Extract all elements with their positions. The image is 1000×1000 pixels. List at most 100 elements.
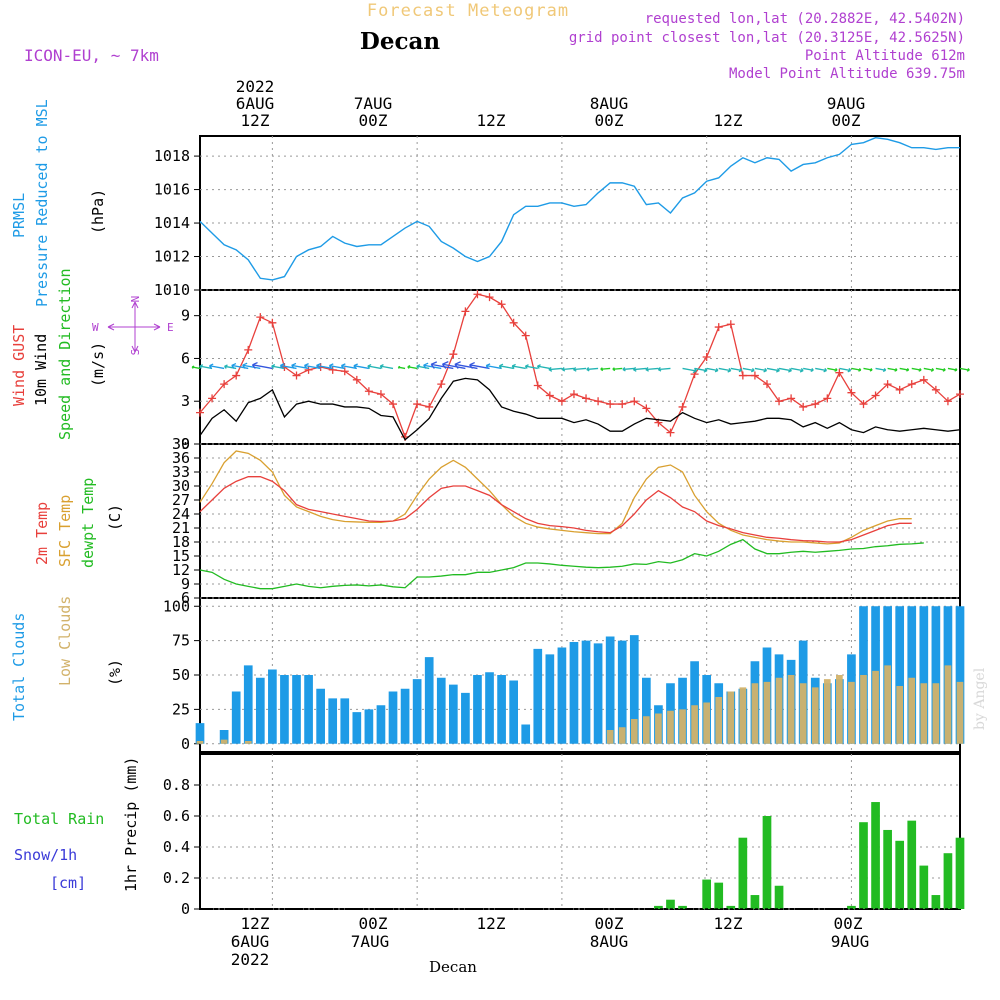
- top-hour-00z-8aug: 00Z: [595, 111, 624, 130]
- total-cloud-bar: [412, 679, 422, 744]
- wind-direction-arrow: [778, 367, 792, 373]
- total-cloud-bar: [364, 709, 374, 744]
- top-hour-12z-6aug: 12Z: [241, 111, 270, 130]
- y-tick-label: 0.6: [163, 807, 190, 825]
- gust-marker: [473, 290, 482, 299]
- y-tick-label: 39: [172, 435, 190, 453]
- gust-marker: [304, 365, 313, 374]
- wind-direction-arrow: [899, 367, 910, 372]
- gust-label: Wind GUST: [10, 325, 28, 406]
- y-tick-label: 1014: [154, 214, 190, 232]
- wind-direction-arrow: [706, 367, 719, 373]
- dewpt-label: dewpt Temp: [79, 478, 97, 568]
- bottom-date-6aug: 6AUG: [231, 932, 270, 951]
- y-tick-label: 25: [172, 700, 190, 718]
- compass-rose: W E N S: [92, 296, 174, 356]
- total-cloud-bar: [268, 669, 277, 744]
- wind-direction-arrow: [959, 367, 970, 372]
- wind-direction-arrow: [730, 367, 743, 373]
- gust-marker: [569, 390, 578, 399]
- bottom-date-7aug: 7AUG: [351, 932, 390, 951]
- gust-marker: [919, 375, 928, 384]
- gust-marker: [533, 381, 542, 390]
- gust-marker: [811, 400, 820, 409]
- total-cloud-bar: [340, 698, 350, 744]
- low-cloud-bar: [908, 677, 916, 744]
- low-cloud-bar: [932, 683, 940, 744]
- wind-direction-arrow: [790, 367, 804, 373]
- rain-bar: [762, 816, 772, 909]
- gust-marker: [196, 408, 204, 417]
- y-tick-label: 33: [172, 463, 190, 481]
- bottom-hour-00z-9aug: 00Z: [834, 914, 863, 933]
- bottom-date-9aug: 9AUG: [831, 932, 870, 951]
- total-cloud-bar: [424, 657, 434, 744]
- rain-bar: [678, 905, 687, 909]
- low-cloud-bar: [836, 675, 843, 744]
- y-tick-label: 0.2: [163, 869, 190, 887]
- gust-marker: [461, 307, 470, 316]
- total-cloud-bar: [557, 647, 567, 744]
- wind-direction-arrow: [548, 366, 562, 372]
- y-tick-label: 36: [172, 449, 190, 467]
- total-clouds-label: Total Clouds: [10, 613, 28, 721]
- wind-direction-arrow: [454, 361, 478, 370]
- total-cloud-bar: [955, 606, 965, 744]
- y-tick-label: 6: [181, 349, 190, 367]
- rain-bar: [955, 837, 965, 909]
- low-cloud-bar: [727, 691, 735, 744]
- wind-direction-arrow: [328, 363, 345, 370]
- wind-direction-arrow: [367, 363, 382, 370]
- total-cloud-bar: [617, 640, 627, 744]
- wind-direction-arrow: [572, 366, 587, 372]
- footer-location: Decan: [429, 958, 477, 976]
- low-cloud-bar: [787, 675, 795, 744]
- total-cloud-bar: [895, 606, 905, 744]
- wind-direction-arrow: [632, 366, 647, 372]
- gust-marker: [352, 375, 361, 384]
- gust-marker: [642, 404, 651, 413]
- rain-bar: [774, 885, 784, 909]
- low-cloud-bar: [244, 741, 252, 744]
- rain-label: Total Rain: [14, 810, 104, 828]
- gust-marker: [606, 400, 615, 409]
- top-hour-00z-9aug: 00Z: [832, 111, 861, 130]
- sfc-temp-label: SFC Temp: [56, 495, 74, 567]
- wind-direction-arrow: [911, 367, 922, 372]
- direction-label: Speed and Direction: [56, 268, 74, 440]
- gust-marker: [630, 397, 639, 406]
- panel-frame-pressure: [199, 135, 961, 291]
- y-tick-label: 21: [172, 519, 190, 537]
- low-cloud-bar: [703, 702, 711, 744]
- y-tick-label: 12: [172, 561, 190, 579]
- low-cloud-bar: [872, 670, 879, 744]
- wind-direction-arrow: [561, 367, 575, 372]
- wind-direction-arrow: [827, 367, 838, 372]
- wind-direction-arrow: [416, 364, 430, 370]
- y-tick-label: 15: [172, 547, 190, 565]
- bottom-hour-12z-8aug: 12Z: [714, 914, 743, 933]
- wind-direction-arrow: [407, 365, 418, 370]
- total-cloud-bar: [231, 691, 241, 744]
- location-title: Decan: [360, 28, 440, 55]
- wind-direction-arrow: [682, 367, 697, 374]
- y-tick-label: 1016: [154, 181, 190, 199]
- wind-direction-arrow: [645, 366, 659, 372]
- rain-bar: [883, 829, 892, 909]
- wind-direction-arrow: [923, 367, 935, 372]
- dewpt-line: [199, 538, 924, 590]
- top-date-6aug: 6AUG: [236, 94, 275, 113]
- wind-direction-arrow: [430, 361, 454, 370]
- total-cloud-bar: [485, 672, 494, 744]
- temp-unit: (C): [106, 504, 124, 531]
- model-label: ICON-EU, ~ 7km: [24, 46, 159, 65]
- wind-direction-arrow: [803, 367, 814, 373]
- wind-direction-arrow: [498, 363, 514, 370]
- total-cloud-bar: [509, 680, 518, 744]
- total-cloud-bar: [690, 661, 699, 744]
- bottom-date-8aug: 8AUG: [590, 932, 629, 951]
- gust-marker: [799, 402, 808, 411]
- panel-frame-precip: [199, 753, 961, 910]
- bottom-hour-12z-7aug: 12Z: [477, 914, 506, 933]
